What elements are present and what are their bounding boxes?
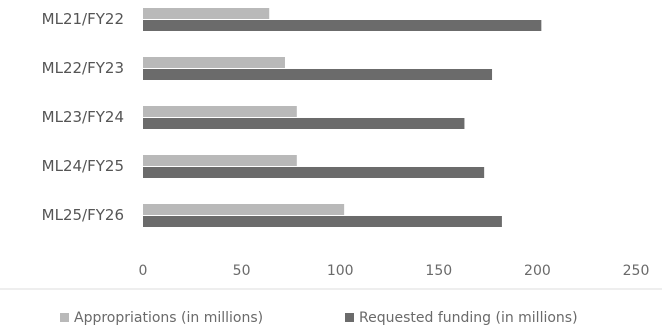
x-tick-label: 50 [233, 263, 251, 279]
x-tick-label: 0 [139, 263, 148, 279]
legend-swatch-appropriations [60, 313, 69, 322]
category-label: ML22/FY23 [42, 59, 124, 77]
legend-label-appropriations: Appropriations (in millions) [74, 310, 263, 326]
category-label: ML23/FY24 [42, 108, 124, 126]
x-tick-label: 150 [425, 263, 452, 279]
bar-appropriations [143, 155, 297, 166]
bar-requested-funding [143, 118, 465, 129]
category-label: ML21/FY22 [42, 10, 124, 28]
x-tick-label: 100 [327, 263, 354, 279]
bar-requested-funding [143, 69, 493, 80]
x-axis-ticks: 0 50 100 150 200 250 [139, 263, 650, 279]
legend: Appropriations (in millions) Requested f… [60, 310, 578, 326]
legend-label-requested: Requested funding (in millions) [359, 310, 578, 326]
x-tick-label: 250 [623, 263, 650, 279]
bar-appropriations [143, 57, 285, 68]
bar-requested-funding [143, 20, 542, 31]
bar-appropriations [143, 8, 270, 19]
legend-swatch-requested [345, 313, 354, 322]
bar-requested-funding [143, 216, 502, 227]
bar-appropriations [143, 106, 297, 117]
bar-appropriations [143, 204, 345, 215]
x-tick-label: 200 [524, 263, 551, 279]
bars [143, 8, 542, 227]
category-label: ML25/FY26 [42, 206, 124, 224]
category-labels: ML21/FY22 ML22/FY23 ML23/FY24 ML24/FY25 ML25… [42, 10, 124, 224]
bar-requested-funding [143, 167, 485, 178]
category-label: ML24/FY25 [42, 157, 124, 175]
